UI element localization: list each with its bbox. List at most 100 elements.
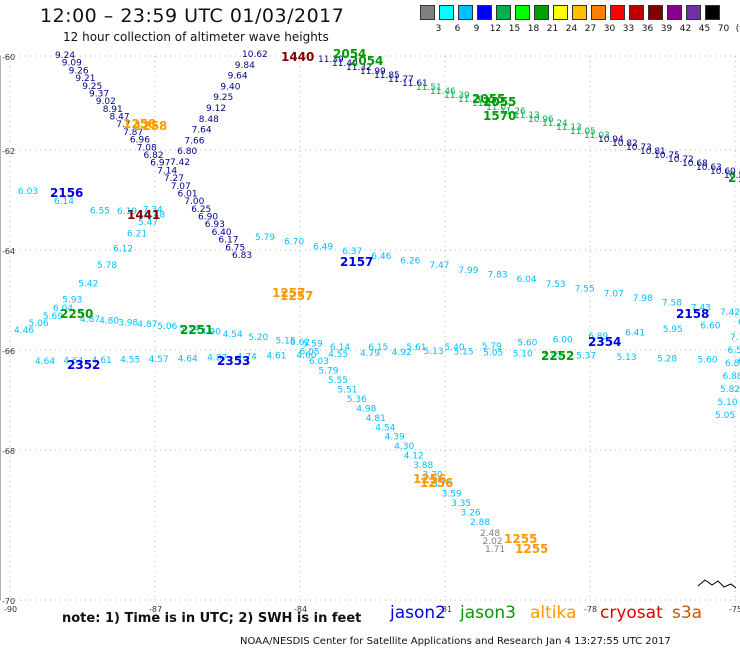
wave-height-value: 5.15	[276, 337, 296, 347]
track-id-label: 1258	[134, 119, 167, 133]
wave-height-value: 5.95	[663, 325, 683, 335]
wave-height-value: 7.07	[604, 289, 624, 299]
wave-height-value: 7.66	[184, 136, 204, 146]
wave-height-value: 4.81	[366, 414, 386, 424]
satellite-legend-altika: altika	[530, 603, 577, 623]
wave-height-value: 11.77	[388, 75, 414, 85]
track-id-label: 2158	[676, 307, 709, 321]
wave-height-value: 5.06	[29, 319, 49, 329]
track-id-label: 2352	[67, 358, 100, 372]
wave-height-value: 6.21	[127, 230, 147, 240]
wave-height-value: 1.71	[485, 545, 505, 555]
wave-height-value: 3.26	[461, 509, 481, 519]
wave-height-value: 7.83	[488, 271, 508, 281]
wave-height-value: 11.85	[374, 71, 400, 81]
wave-height-value: 7.34	[143, 205, 163, 215]
scale-label: 15	[508, 24, 521, 34]
wave-height-value: 10.60	[710, 167, 736, 177]
wave-height-value: 10.58	[724, 171, 740, 181]
wave-height-value: 9.40	[220, 82, 240, 92]
wave-height-value: 10.96	[528, 115, 554, 125]
wave-height-value: 6.89	[588, 332, 608, 342]
wave-height-value: 5.51	[337, 385, 357, 395]
wave-height-value: 7.77	[730, 333, 740, 343]
scale-label: 24	[565, 24, 578, 34]
latitude-label: -70	[2, 597, 15, 606]
track-id-label: 2	[728, 171, 736, 185]
track-id-label: 2054	[333, 47, 366, 61]
wave-height-value: 9.25	[82, 82, 102, 92]
scale-swatch	[496, 5, 511, 20]
track-track-2352: 4.64 4.64 4.61 4.55 4.57 4.64 4.87 4.74 4.61 4.60…	[35, 347, 740, 367]
wave-height-value: 5.06	[157, 322, 177, 332]
wave-height-value: 8.91	[103, 105, 123, 115]
track-jason2-b: 10.629.849.649.409.259.128.487.647.666.8…	[170, 50, 268, 168]
wave-height-value: 5.79	[318, 366, 338, 376]
track-track-2156: 6.03 6.14 6.55 6.19 7.346.485.47 6.21 6.12 5.78…	[14, 187, 165, 336]
wave-height-value: 6.05	[300, 348, 320, 358]
wave-height-value: 6.04	[517, 275, 537, 285]
scale-swatch	[705, 5, 720, 20]
track-id-label: 1255	[504, 532, 537, 546]
wave-height-value: 4.54	[223, 330, 243, 340]
coastline	[697, 579, 737, 589]
wave-height-value: 4.60	[296, 351, 316, 361]
wave-height-value: 5.40	[445, 343, 465, 353]
wave-height-value: 4.90	[201, 327, 221, 337]
wave-height-value: 11.39	[444, 91, 470, 101]
wave-height-value: 4.98	[356, 404, 376, 414]
wave-height-value: 6.81	[725, 359, 740, 369]
scale-swatch	[477, 5, 492, 20]
wave-height-value: 7.07	[171, 182, 191, 192]
scale-label: 39	[660, 24, 673, 34]
wave-height-value: 6.26	[400, 256, 420, 266]
wave-height-value: 6.03	[18, 187, 38, 197]
wave-height-value: 3.98	[118, 318, 138, 328]
wave-height-value: 9.02	[96, 97, 116, 107]
scale-swatch	[515, 5, 530, 20]
wave-height-value: 9.25	[213, 93, 233, 103]
wave-height-value: 3.76	[432, 480, 452, 490]
wave-height-value: 4.87	[207, 354, 227, 364]
wave-height-value: 4.12	[404, 452, 424, 462]
wave-height-value: 10.82	[612, 139, 638, 149]
wave-height-value: 6.51	[728, 346, 740, 356]
wave-height-value: 10.62	[242, 50, 268, 60]
wave-height-value: 11.26	[458, 95, 484, 105]
wave-height-value: 6.17	[218, 236, 238, 246]
wave-height-value: 5.55	[328, 376, 348, 386]
scale-label: 9	[473, 24, 480, 34]
wave-height-value: 10.63	[696, 163, 722, 173]
wave-height-value: 10.72	[668, 155, 694, 165]
wave-height-value: 6.55	[90, 207, 110, 217]
scale-label: (ft)	[735, 24, 740, 34]
wave-height-value: 7.64	[192, 126, 212, 136]
wave-height-value: 2.88	[470, 518, 490, 528]
wave-height-value: 6.90	[198, 213, 218, 223]
footnote: note: 1) Time is in UTC; 2) SWH is in fe…	[62, 611, 362, 626]
map-title: 12:00 – 23:59 UTC 01/03/2017	[40, 5, 345, 27]
wave-height-value: 6.04	[53, 304, 73, 314]
wave-height-value: 11.24	[542, 119, 568, 129]
wave-height-value: 6.15	[368, 343, 388, 353]
wave-height-value: 9.64	[228, 72, 248, 82]
longitude-label: -90	[4, 605, 17, 614]
wave-height-value: 5.79	[482, 342, 502, 352]
scale-label: 21	[546, 24, 559, 34]
wave-height-value: 4.87	[137, 320, 157, 330]
track-id-label: 1441	[127, 208, 160, 222]
wave-height-value: 4.87	[80, 315, 100, 325]
track-id-label: 2055	[472, 92, 505, 106]
wave-height-value: 6.60	[700, 322, 720, 332]
wave-height-value: 5.05	[483, 349, 503, 359]
wave-height-value: 11.26	[500, 107, 526, 117]
scale-label: 30	[603, 24, 616, 34]
scale-swatch	[648, 5, 663, 20]
track-id-label: 1257	[272, 286, 305, 300]
satellite-legend-cryosat: cryosat	[600, 603, 663, 623]
wave-height-value: 5.61	[406, 343, 426, 353]
track-id-label: 2353	[217, 354, 250, 368]
wave-height-value: 9.12	[206, 104, 226, 114]
wave-height-value: 4.46	[14, 326, 34, 336]
credit-line: NOAA/NESDIS Center for Satellite Applica…	[240, 636, 671, 647]
